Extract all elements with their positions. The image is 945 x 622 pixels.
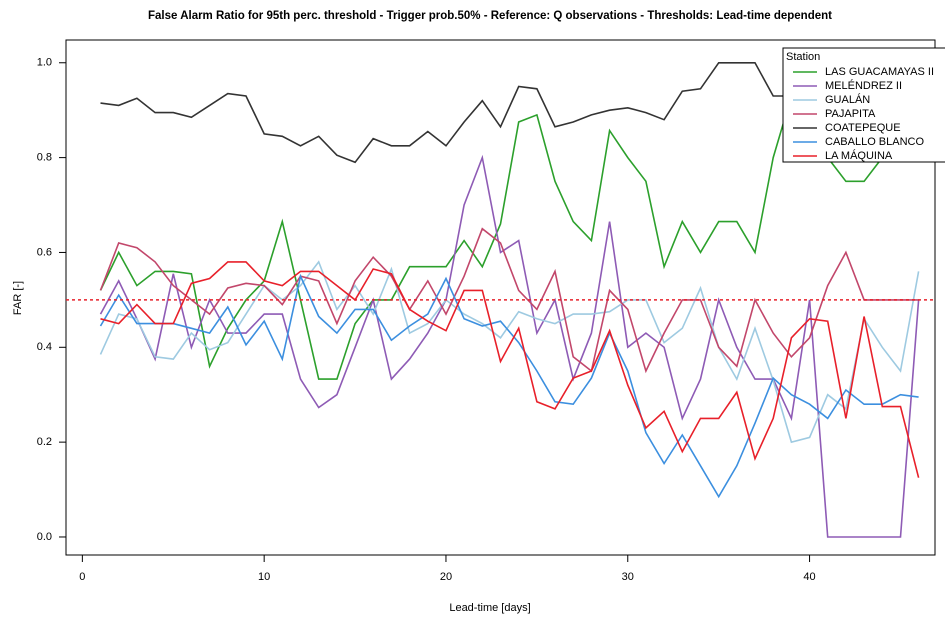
legend-label: CABALLO BLANCO (825, 136, 924, 148)
series-line (99, 260, 920, 444)
legend-label: COATEPEQUE (825, 122, 901, 134)
series-line (99, 227, 919, 374)
y-tick-label: 0.6 (37, 246, 52, 258)
x-tick-label: 10 (258, 571, 270, 583)
plot-box (65, 39, 936, 556)
x-tick-label: 40 (803, 571, 815, 583)
y-tick-label: 0.8 (37, 152, 52, 164)
legend-label: LAS GUACAMAYAS II (825, 66, 934, 78)
legend-title: Station (786, 51, 820, 63)
chart-title: False Alarm Ratio for 95th perc. thresho… (148, 10, 832, 22)
y-tick-label: 1.0 (37, 57, 52, 69)
y-axis-label: FAR [-] (12, 281, 24, 315)
legend-box (782, 47, 945, 163)
legend-label: GUALÁN (825, 93, 870, 106)
x-axis-label: Lead-time [days] (449, 602, 530, 614)
series-line (99, 273, 919, 499)
series-line (99, 154, 920, 538)
legend-label: MELÉNDREZ II (825, 79, 902, 92)
legend-label: PAJAPITA (825, 108, 876, 120)
y-tick-label: 0.0 (37, 531, 52, 543)
x-tick-label: 30 (622, 571, 634, 583)
y-tick-label: 0.4 (37, 341, 52, 353)
x-tick-label: 0 (79, 571, 85, 583)
x-tick-label: 20 (440, 571, 452, 583)
series-line (100, 62, 919, 164)
series-line (100, 261, 920, 478)
series-line (99, 93, 919, 380)
legend-label: LA MÁQUINA (825, 149, 893, 162)
y-tick-label: 0.2 (37, 436, 52, 448)
